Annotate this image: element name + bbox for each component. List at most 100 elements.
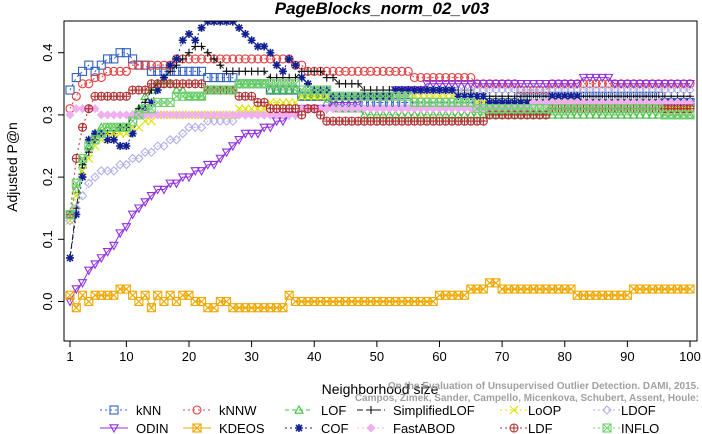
- point-ldof: [102, 166, 113, 176]
- point-knnw: [121, 66, 131, 76]
- point-ldf: [196, 79, 207, 89]
- point-knnw: [128, 60, 138, 70]
- point-ldof: [603, 85, 614, 95]
- point-odin: [678, 80, 689, 89]
- point-knn: [115, 48, 125, 58]
- point-knnw: [422, 73, 432, 83]
- legend-marker: [602, 423, 612, 433]
- point-fastabod: [397, 104, 407, 114]
- point-odin: [115, 229, 126, 239]
- point-odin: [447, 80, 457, 89]
- point-simplifiedlof: [316, 67, 325, 76]
- point-lof: [578, 109, 589, 119]
- point-knnw: [153, 60, 163, 70]
- point-odin: [102, 247, 113, 257]
- legend-label: ODIN: [136, 421, 169, 434]
- point-ldof: [516, 85, 526, 95]
- y-tick-label: 0.4: [40, 44, 55, 62]
- point-cof: [554, 92, 563, 101]
- point-odin: [478, 80, 489, 89]
- point-lof: [603, 109, 614, 119]
- point-cof: [241, 30, 250, 39]
- point-ldf: [309, 104, 319, 114]
- point-ldof: [610, 85, 620, 95]
- legend-marker: [294, 404, 304, 414]
- point-ldof: [666, 85, 676, 95]
- legend-label: LDOF: [621, 403, 656, 418]
- point-odin: [252, 129, 263, 139]
- point-ldof: [641, 85, 651, 95]
- point-knn: [146, 66, 156, 76]
- point-knnw: [240, 54, 250, 64]
- point-cof: [91, 129, 100, 138]
- point-odin: [603, 73, 614, 83]
- point-knn: [71, 73, 81, 83]
- point-cof: [272, 61, 281, 70]
- point-cof: [116, 142, 125, 150]
- point-odin: [190, 167, 201, 177]
- point-cof: [128, 129, 137, 138]
- point-ldof: [202, 116, 213, 126]
- point-knnw: [90, 73, 100, 83]
- legend-marker: [109, 405, 119, 415]
- point-odin: [503, 80, 514, 89]
- point-cof: [441, 86, 450, 95]
- point-simplifiedlof: [260, 67, 269, 76]
- point-fastabod: [159, 110, 169, 120]
- point-inflo: [65, 209, 75, 219]
- point-fastabod: [221, 110, 232, 120]
- legend-marker: [192, 423, 202, 433]
- point-odin: [96, 254, 107, 264]
- legend-label: KDEOS: [219, 421, 265, 434]
- point-cof: [166, 61, 175, 70]
- point-odin: [453, 80, 464, 89]
- point-ldof: [635, 85, 645, 95]
- x-tick-label: 70: [495, 349, 509, 364]
- point-inflo: [96, 129, 106, 139]
- point-odin: [265, 123, 276, 133]
- point-knn: [103, 54, 113, 64]
- point-odin: [240, 129, 251, 139]
- point-ldof: [491, 85, 501, 95]
- x-tick-label: 80: [558, 349, 572, 364]
- point-knnw: [409, 73, 419, 83]
- point-kdeos: [65, 290, 75, 300]
- point-odin: [647, 80, 658, 89]
- watermark: On the Evaluation of Unsupervised Outlie…: [355, 381, 699, 404]
- point-fastabod: [278, 110, 288, 120]
- legend-item-ldof: LDOF: [593, 403, 656, 418]
- x-tick-label: 90: [620, 349, 634, 364]
- point-cof: [109, 135, 118, 144]
- point-odin: [127, 210, 138, 220]
- point-cof: [448, 86, 457, 95]
- point-lof: [284, 84, 295, 94]
- point-odin: [434, 80, 445, 89]
- point-knnw: [146, 60, 156, 70]
- point-lof: [628, 109, 639, 119]
- point-cof: [210, 21, 219, 26]
- point-cof: [391, 86, 400, 95]
- point-knnw: [459, 73, 470, 83]
- point-ldf: [290, 104, 301, 114]
- point-odin: [672, 80, 683, 89]
- point-odin: [221, 148, 232, 158]
- point-fastabod: [328, 104, 338, 114]
- point-fastabod: [359, 104, 369, 114]
- point-fastabod: [171, 110, 182, 120]
- point-odin: [209, 160, 219, 170]
- point-odin: [146, 192, 157, 201]
- point-ldf: [478, 116, 488, 126]
- point-ldof: [685, 85, 695, 95]
- point-cof: [297, 73, 306, 82]
- point-fastabod: [284, 110, 294, 120]
- point-knnw: [103, 66, 113, 76]
- point-knn: [196, 66, 207, 76]
- point-ldof: [152, 141, 163, 151]
- point-cof: [523, 98, 532, 107]
- point-ldof: [215, 116, 226, 126]
- point-cof: [103, 135, 112, 144]
- point-lof: [265, 84, 276, 94]
- point-odin: [465, 80, 476, 89]
- point-cof: [573, 92, 582, 101]
